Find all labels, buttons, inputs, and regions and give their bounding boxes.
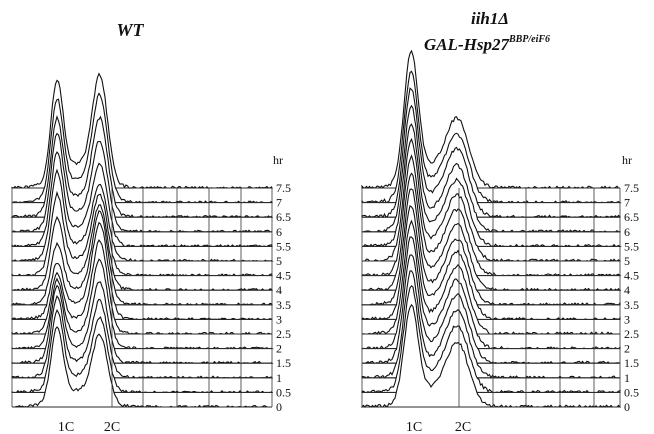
right-histogram-panel: hr 00.511.522.533.544.555.566.577.5 1C 2C (360, 49, 639, 434)
time-tick-label: 3 (276, 312, 282, 326)
time-tick-label: 4.5 (276, 269, 291, 283)
time-tick-label: 7.5 (624, 181, 639, 195)
left-histogram-panel: hr 00.511.522.533.544.555.566.577.5 1C 2C (10, 72, 291, 434)
time-tick-label: 2 (624, 342, 630, 356)
time-tick-label: 0 (624, 400, 630, 414)
time-tick-label: 2.5 (624, 327, 639, 341)
right-panel-title-line2: GAL-Hsp27BBP/eiF6 (424, 34, 550, 54)
time-tick-label: 1 (624, 371, 630, 385)
time-tick-label: 5.5 (276, 239, 291, 253)
time-tick-label: 3.5 (624, 298, 639, 312)
y-unit-label: hr (273, 153, 283, 167)
time-tick-label: 1 (276, 371, 282, 385)
time-tick-label: 4 (276, 283, 282, 297)
time-tick-label: 4.5 (624, 269, 639, 283)
time-tick-label: 6 (624, 225, 630, 239)
time-tick-label: 7 (624, 196, 630, 210)
x-tick-1c: 1C (406, 420, 422, 434)
left-panel-title: WT (117, 20, 145, 40)
histogram-trace-1-5hr (362, 254, 621, 365)
right-panel-title-line2-superscript: BBP/eiF6 (508, 34, 550, 45)
time-tick-label: 6.5 (624, 210, 639, 224)
time-tick-label: 0 (276, 400, 282, 414)
x-tick-1c: 1C (58, 420, 74, 434)
right-panel-title-line2-main: GAL-Hsp27 (424, 35, 511, 54)
time-tick-label: 0.5 (624, 385, 639, 399)
time-tick-label: 3.5 (276, 298, 291, 312)
right-panel-title: iih1Δ (471, 9, 509, 28)
y-unit-label: hr (622, 153, 632, 167)
time-tick-label: 1.5 (624, 356, 639, 370)
time-tick-label: 5 (624, 254, 630, 268)
time-tick-label: 0.5 (276, 385, 291, 399)
time-tick-label: 5 (276, 254, 282, 268)
time-tick-label: 3 (624, 312, 630, 326)
time-tick-label: 6 (276, 225, 282, 239)
time-tick-label: 5.5 (624, 239, 639, 253)
time-tick-label: 6.5 (276, 210, 291, 224)
x-tick-2c: 2C (455, 420, 471, 434)
time-tick-label: 7.5 (276, 181, 291, 195)
histogram-trace-1-5hr (11, 281, 274, 365)
x-tick-2c: 2C (104, 420, 120, 434)
time-tick-label: 4 (624, 283, 630, 297)
time-tick-label: 7 (276, 196, 282, 210)
time-tick-label: 2.5 (276, 327, 291, 341)
time-tick-label: 1.5 (276, 356, 291, 370)
time-tick-label: 2 (276, 342, 282, 356)
